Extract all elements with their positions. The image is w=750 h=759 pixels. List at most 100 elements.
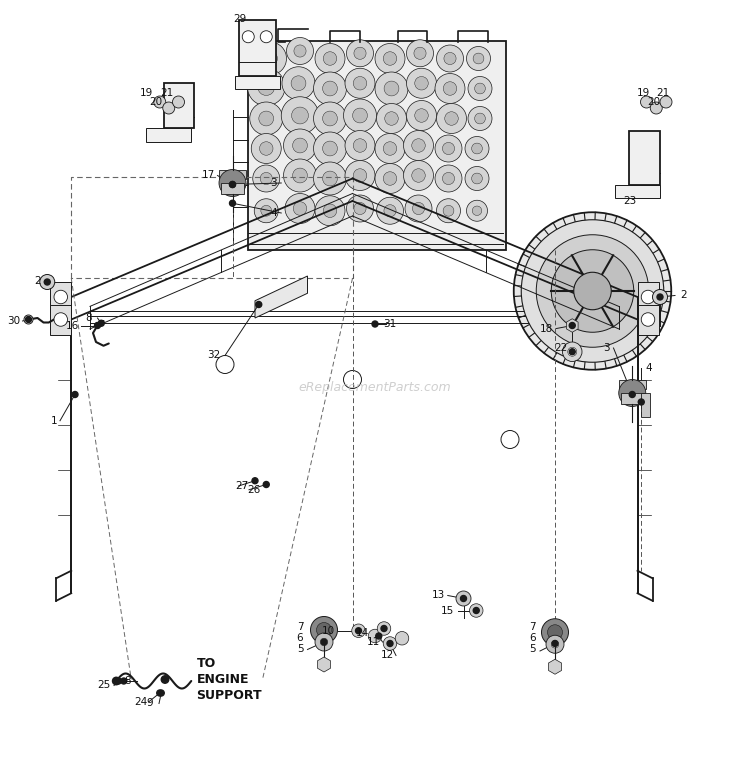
Circle shape bbox=[345, 131, 375, 160]
Circle shape bbox=[562, 342, 582, 361]
Circle shape bbox=[375, 72, 408, 105]
Circle shape bbox=[435, 74, 465, 103]
Circle shape bbox=[284, 129, 316, 162]
Circle shape bbox=[230, 181, 236, 187]
Circle shape bbox=[638, 399, 644, 405]
Circle shape bbox=[465, 166, 489, 191]
Circle shape bbox=[414, 47, 426, 59]
Circle shape bbox=[353, 77, 367, 90]
Circle shape bbox=[310, 616, 338, 644]
Circle shape bbox=[315, 196, 345, 225]
Text: 9: 9 bbox=[147, 698, 153, 708]
Circle shape bbox=[542, 619, 568, 646]
Circle shape bbox=[354, 47, 366, 59]
Circle shape bbox=[345, 160, 375, 191]
Circle shape bbox=[353, 168, 367, 182]
Circle shape bbox=[284, 159, 316, 192]
Circle shape bbox=[254, 199, 278, 222]
Circle shape bbox=[315, 633, 333, 651]
FancyBboxPatch shape bbox=[638, 304, 658, 335]
Circle shape bbox=[344, 99, 376, 132]
Text: 10: 10 bbox=[322, 625, 335, 636]
Circle shape bbox=[157, 690, 163, 696]
Circle shape bbox=[286, 37, 314, 65]
Circle shape bbox=[259, 111, 274, 126]
Circle shape bbox=[404, 160, 433, 191]
Polygon shape bbox=[255, 276, 308, 318]
Text: 23: 23 bbox=[623, 196, 637, 206]
Bar bbox=[615, 184, 660, 198]
Circle shape bbox=[405, 195, 432, 222]
Text: 19: 19 bbox=[637, 88, 650, 98]
Text: 29: 29 bbox=[233, 14, 247, 24]
Circle shape bbox=[322, 111, 338, 126]
Circle shape bbox=[619, 380, 646, 407]
Text: 4: 4 bbox=[271, 208, 277, 218]
Circle shape bbox=[314, 162, 346, 195]
Circle shape bbox=[472, 206, 482, 216]
Circle shape bbox=[384, 81, 399, 96]
Circle shape bbox=[354, 203, 366, 215]
Circle shape bbox=[44, 279, 50, 285]
Circle shape bbox=[406, 100, 436, 131]
Circle shape bbox=[285, 194, 315, 223]
Text: 32: 32 bbox=[207, 351, 220, 361]
Circle shape bbox=[256, 301, 262, 307]
Circle shape bbox=[387, 641, 393, 647]
Circle shape bbox=[473, 607, 479, 613]
Text: 6: 6 bbox=[530, 633, 536, 643]
Circle shape bbox=[443, 82, 457, 95]
Circle shape bbox=[248, 68, 285, 106]
Circle shape bbox=[230, 200, 236, 206]
Text: 2: 2 bbox=[681, 291, 687, 301]
Text: 31: 31 bbox=[383, 319, 397, 329]
Circle shape bbox=[383, 52, 397, 65]
Bar bbox=[621, 393, 644, 404]
Circle shape bbox=[322, 81, 338, 96]
Circle shape bbox=[292, 168, 308, 183]
Circle shape bbox=[465, 137, 489, 160]
Circle shape bbox=[314, 102, 346, 135]
Circle shape bbox=[54, 313, 68, 326]
Circle shape bbox=[442, 172, 454, 184]
Circle shape bbox=[112, 677, 120, 685]
Circle shape bbox=[406, 68, 436, 98]
Circle shape bbox=[158, 690, 164, 696]
Circle shape bbox=[314, 72, 346, 105]
Circle shape bbox=[552, 641, 558, 647]
Circle shape bbox=[412, 168, 425, 182]
Circle shape bbox=[569, 348, 575, 354]
Circle shape bbox=[460, 596, 466, 601]
Circle shape bbox=[72, 392, 78, 398]
Circle shape bbox=[230, 181, 236, 187]
Circle shape bbox=[442, 143, 454, 155]
Text: 7: 7 bbox=[530, 622, 536, 632]
Circle shape bbox=[385, 112, 398, 125]
Circle shape bbox=[468, 77, 492, 100]
Circle shape bbox=[652, 289, 668, 304]
Circle shape bbox=[472, 173, 482, 184]
Text: 15: 15 bbox=[440, 606, 454, 616]
Circle shape bbox=[253, 165, 280, 192]
Circle shape bbox=[521, 220, 664, 362]
Circle shape bbox=[314, 132, 346, 165]
Text: 3: 3 bbox=[603, 343, 609, 353]
Text: TO
ENGINE
SUPPORT: TO ENGINE SUPPORT bbox=[196, 657, 262, 702]
Circle shape bbox=[383, 637, 397, 650]
Circle shape bbox=[121, 678, 127, 684]
Text: 8: 8 bbox=[86, 313, 92, 323]
Circle shape bbox=[466, 46, 490, 71]
Circle shape bbox=[475, 83, 485, 94]
Circle shape bbox=[344, 370, 362, 389]
Circle shape bbox=[501, 430, 519, 449]
Circle shape bbox=[261, 206, 272, 216]
Text: 7: 7 bbox=[297, 622, 303, 632]
Text: 11: 11 bbox=[367, 637, 380, 647]
Circle shape bbox=[551, 250, 634, 332]
Text: 13: 13 bbox=[431, 591, 445, 600]
Circle shape bbox=[172, 96, 184, 108]
FancyBboxPatch shape bbox=[50, 304, 71, 335]
Circle shape bbox=[395, 631, 409, 645]
Circle shape bbox=[322, 141, 338, 156]
Circle shape bbox=[472, 143, 482, 154]
